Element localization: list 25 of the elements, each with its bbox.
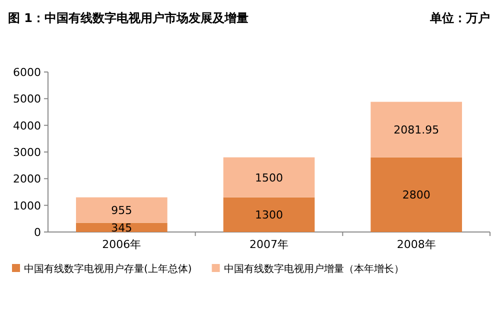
x-tick-label: 2006年 [102, 238, 142, 251]
y-tick-label: 6000 [13, 66, 41, 79]
y-tick-label: 2000 [13, 172, 41, 186]
y-tick-label: 1000 [13, 199, 41, 212]
chart-title: 图 1：中国有线数字电视用户市场发展及增量 [8, 11, 249, 25]
data-label: 2081.95 [394, 124, 440, 137]
data-label: 1500 [255, 171, 283, 184]
x-tick-label: 2008年 [396, 238, 436, 251]
legend-label: 中国有线数字电视用户存量(上年总体) [24, 263, 192, 275]
x-tick-label: 2007年 [250, 238, 288, 251]
data-label: 955 [111, 204, 132, 218]
bar [223, 157, 315, 198]
y-tick-label: 3000 [13, 146, 41, 159]
legend-label: 中国有线数字电视用户增量（本年增长） [224, 263, 404, 275]
bar [370, 157, 462, 232]
bar [370, 102, 462, 158]
y-tick-label: 5000 [13, 92, 41, 106]
y-tick-label: 0 [34, 226, 41, 239]
y-tick-label: 4000 [13, 119, 41, 132]
bar [223, 197, 315, 232]
chart-subtitle: 单位：万户 [429, 11, 490, 25]
data-label: 345 [111, 221, 132, 234]
data-label: 2800 [402, 188, 430, 202]
data-label: 1300 [255, 208, 283, 222]
bar [76, 197, 168, 223]
